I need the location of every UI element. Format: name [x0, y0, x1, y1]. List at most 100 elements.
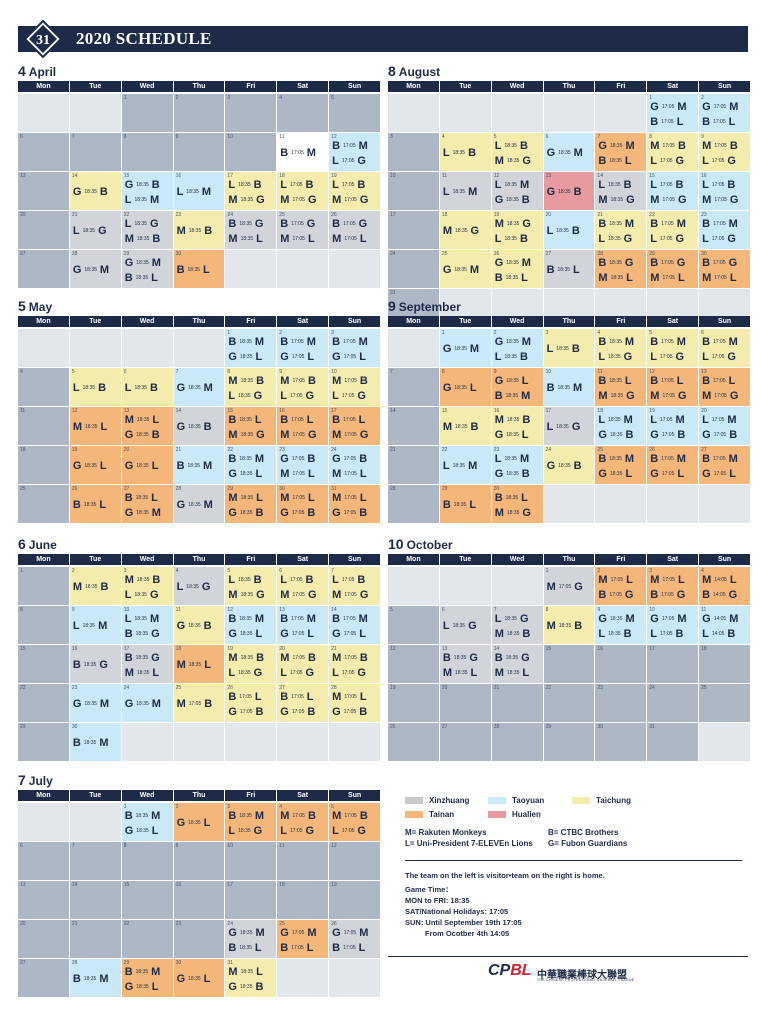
day-cell: 3 M 18:35 B L 18:35 G	[121, 567, 173, 605]
game-entry: B 18:35 L	[495, 492, 541, 504]
visitor-team: M	[546, 619, 556, 632]
home-team: M	[254, 612, 265, 625]
visitor-team: M	[442, 420, 453, 433]
day-cell: 23 M 18:35 B	[173, 211, 225, 249]
game-time: 17:05	[291, 220, 304, 227]
game-time: 18:35	[239, 338, 252, 345]
day-number: 12	[331, 843, 337, 849]
visitor-team: L	[176, 580, 184, 593]
game-entry: L 18:35 B	[495, 233, 541, 245]
day-number: 13	[123, 408, 130, 414]
visitor-team: B	[650, 217, 659, 230]
day-cell: 20	[18, 920, 69, 958]
day-cell: 5 B 17:05 M L 17:05 G	[647, 329, 699, 367]
day-cell: 30 G 18:35 L	[173, 959, 225, 997]
visitor-team: G	[494, 256, 504, 269]
day-number: 17	[123, 646, 130, 652]
visitor-team: B	[494, 271, 503, 284]
game-entry: L 17:05 G	[650, 155, 696, 167]
game-time: 18:35	[239, 630, 253, 637]
game-time: 17:05	[343, 338, 356, 345]
visitor-team: G	[442, 381, 452, 394]
day-cell: 4	[18, 368, 69, 406]
day-number: 2	[701, 95, 704, 101]
game-entry: B 17:05 L	[650, 116, 696, 128]
game-entry: L 18:35 B	[598, 628, 644, 640]
home-team: M	[624, 217, 635, 230]
visitor-team: G	[176, 420, 186, 433]
legend-tainan: Tainan	[405, 810, 454, 819]
visitor-team: B	[702, 256, 711, 269]
day-cell: 15 L 17:05 B M 17:05 G	[647, 172, 699, 210]
home-team: G	[624, 256, 634, 269]
game-entry: M 18:35 G	[228, 429, 274, 441]
day-number: 17	[227, 882, 233, 888]
home-team: G	[522, 506, 531, 519]
home-team: M	[728, 217, 738, 230]
home-team: B	[729, 428, 738, 441]
game-entry: B 18:35 M	[598, 217, 644, 230]
game-entry: M 18:35 B	[546, 619, 593, 632]
day-number: 18	[279, 882, 285, 888]
home-team: L	[203, 816, 211, 829]
home-team: L	[626, 573, 633, 586]
game-entry: B 18:35 M	[73, 973, 119, 985]
game-entry: M 18:35 L	[228, 966, 274, 978]
home-team: B	[519, 350, 528, 363]
visitor-team: L	[280, 389, 288, 402]
legend-hualien: Hualien	[488, 810, 541, 819]
home-team: G	[151, 651, 160, 664]
home-team: G	[623, 232, 633, 245]
game-time: 17:05	[343, 142, 356, 149]
visitor-team: M	[494, 217, 504, 230]
day-cell	[647, 485, 699, 523]
day-cell: 23 B 17:05 M L 17:05 G	[699, 211, 750, 249]
home-team: M	[254, 809, 265, 822]
game-time: 18:35	[557, 384, 571, 391]
legend-label: Taichung	[596, 796, 631, 805]
game-entry: B 17:05 G	[650, 257, 696, 269]
month-grid: 1 M 17:05 G 2 M 17:05 L B 17:05 G 3 M 17:05 L B 17:05 G 4 M…	[388, 567, 750, 761]
day-number: 24	[123, 685, 130, 691]
day-cell: 9 L 18:35 M	[69, 606, 121, 644]
game-notes: The team on the left is visitor•team on …	[405, 870, 605, 939]
home-team: L	[306, 413, 314, 426]
day-cell: 18 M 18:35 G	[439, 211, 491, 249]
game-entry: G 17:05 M	[650, 101, 696, 113]
visitor-team: B	[280, 941, 289, 954]
game-time: 17:05	[291, 509, 305, 516]
visitor-team: M	[702, 193, 712, 206]
day-cell: 1 M 17:05 G	[543, 567, 595, 605]
game-entry: G 17:05 B	[280, 453, 326, 465]
home-team: B	[255, 506, 264, 519]
day-number: 1	[20, 568, 23, 574]
day-cell: 2 M 17:05 L B 17:05 G	[595, 567, 647, 605]
weekday-header: Mon Tue Wed Thu Fri Sat Sun	[388, 316, 750, 327]
game-entry: M 17:05 L	[280, 233, 326, 245]
weekday-label: Fri	[595, 81, 647, 92]
game-entry: L 17:05 G	[332, 155, 378, 167]
visitor-team: G	[332, 705, 341, 718]
game-entry: M 18:35 B	[125, 233, 171, 245]
game-time: 18:35	[187, 266, 201, 273]
visitor-team: B	[650, 588, 659, 601]
weekday-label: Thu	[543, 81, 595, 92]
home-team: M	[254, 335, 265, 348]
visitor-team: L	[598, 178, 606, 191]
day-number: 28	[493, 724, 500, 730]
game-entry: G 18:35 M	[125, 507, 171, 519]
home-team: M	[359, 926, 369, 939]
game-time: 17:05	[609, 591, 622, 598]
day-number: 1	[441, 330, 445, 336]
visitor-team: G	[124, 178, 134, 191]
game-entry: M 17:05 L	[650, 272, 696, 284]
home-team: L	[359, 491, 367, 504]
weekday-label: Fri	[225, 790, 277, 801]
day-cell: 6 L 17:05 B M 17:05 G	[277, 567, 329, 605]
home-team: L	[624, 154, 632, 167]
game-time: 17:05	[291, 416, 304, 423]
visitor-team: B	[124, 651, 133, 664]
visitor-team: M	[176, 697, 186, 710]
day-number: 3	[649, 568, 653, 574]
day-cell: 22 L 18:35 M	[439, 446, 491, 484]
